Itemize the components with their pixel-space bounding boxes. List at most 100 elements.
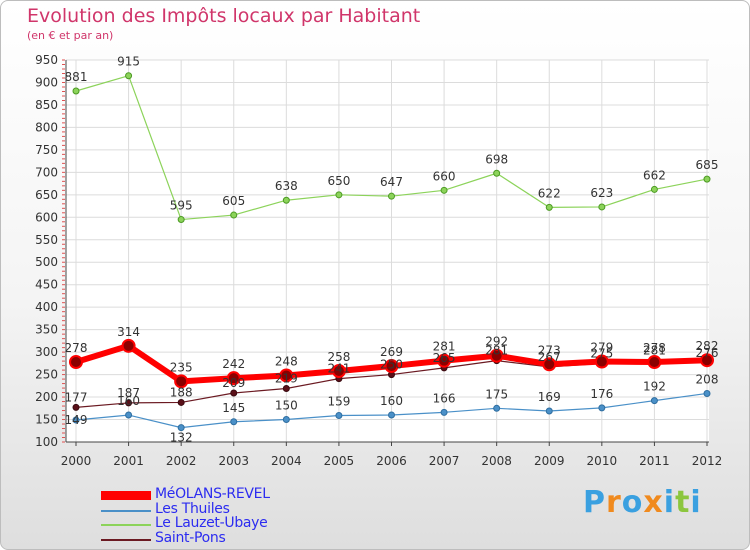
data-point [545,203,553,211]
data-label: 241 [327,362,350,376]
data-label: 208 [696,372,719,386]
data-point [703,389,711,397]
y-tick-label: 800 [35,120,58,134]
data-label: 650 [327,174,350,188]
data-label: 160 [380,394,403,408]
data-label: 647 [380,175,403,189]
data-point [335,411,343,419]
data-point [226,371,241,386]
logo-letter: r [606,485,622,520]
logo-letter: i [663,485,676,520]
data-label: 145 [222,401,245,415]
data-label: 132 [170,431,193,445]
data-point [279,368,294,383]
data-label: 279 [590,341,613,355]
series-les-thuiles [72,389,711,432]
data-label: 915 [117,55,140,69]
x-tick-label: 2001 [113,454,144,468]
chart-subtitle: (en € et par an) [27,29,114,42]
data-point [230,389,238,397]
y-tick-label: 150 [35,413,58,427]
y-tick-label: 400 [35,300,58,314]
y-tick-label: 650 [35,188,58,202]
data-label: 219 [275,372,298,386]
y-tick-label: 750 [35,143,58,157]
data-point [72,403,80,411]
x-tick-label: 2011 [639,454,670,468]
data-label: 282 [696,339,719,353]
data-point [647,355,662,370]
data-label: 278 [643,341,666,355]
legend-swatch [101,524,151,526]
series-m-olans-revel [69,338,714,389]
y-tick-label: 100 [35,435,58,449]
data-point [489,348,504,363]
x-tick-label: 2002 [166,454,197,468]
data-point [388,411,395,419]
y-tick-label: 900 [35,75,58,89]
data-point [125,411,133,419]
y-tick-label: 600 [35,210,58,224]
data-point [700,353,714,368]
legend-label: MéOLANS-REVEL [155,486,270,502]
data-point [69,355,83,370]
legend-label: Saint-Pons [155,530,226,546]
data-label: 314 [117,325,140,339]
data-point [598,203,606,211]
x-tick-label: 2008 [481,454,512,468]
data-point [545,407,553,415]
data-label: 595 [170,199,193,213]
x-tick-label: 2010 [587,454,618,468]
data-point [331,363,346,378]
y-tick-label: 500 [35,255,58,269]
data-label: 160 [117,394,140,408]
data-label: 235 [170,360,193,374]
data-point [174,374,189,389]
data-label: 188 [170,385,193,399]
x-tick-label: 2004 [271,454,302,468]
data-point [650,397,658,405]
proxiti-logo: Proxiti [583,485,702,520]
legend-swatch [101,491,151,500]
data-point [230,418,238,426]
data-point [440,186,448,194]
data-point [177,424,185,432]
data-label: 660 [433,169,456,183]
data-point [440,408,448,416]
data-label: 638 [275,179,298,193]
y-tick-label: 250 [35,368,58,382]
data-label: 175 [485,387,508,401]
logo-letter: o [621,485,644,520]
data-label: 605 [222,194,245,208]
data-label: 166 [433,391,456,405]
data-label: 281 [485,344,508,358]
data-label: 149 [65,413,88,427]
x-tick-label: 2012 [692,454,723,468]
data-point [72,416,80,424]
data-label: 623 [590,186,613,200]
data-point [177,216,185,224]
data-label: 169 [538,390,561,404]
x-tick-label: 2006 [376,454,407,468]
y-tick-label: 300 [35,345,58,359]
data-point [230,211,238,219]
data-point [437,353,452,368]
data-point [650,185,658,193]
x-tick-label: 2009 [534,454,565,468]
x-tick-label: 2005 [324,454,355,468]
x-tick-label: 2000 [61,454,92,468]
legend-label: Les Thuiles [155,501,230,517]
data-point [282,385,290,393]
y-tick-label: 700 [35,165,58,179]
logo-letter: i [690,485,702,520]
data-label: 265 [433,351,456,365]
data-point [177,398,185,406]
data-label: 281 [643,344,666,358]
data-point [598,404,606,412]
data-point [282,196,290,204]
logo-letter: P [583,485,606,520]
data-label: 248 [275,354,298,368]
logo-letter: t [675,485,691,520]
y-tick-label: 950 [35,53,58,67]
y-tick-label: 350 [35,323,58,337]
